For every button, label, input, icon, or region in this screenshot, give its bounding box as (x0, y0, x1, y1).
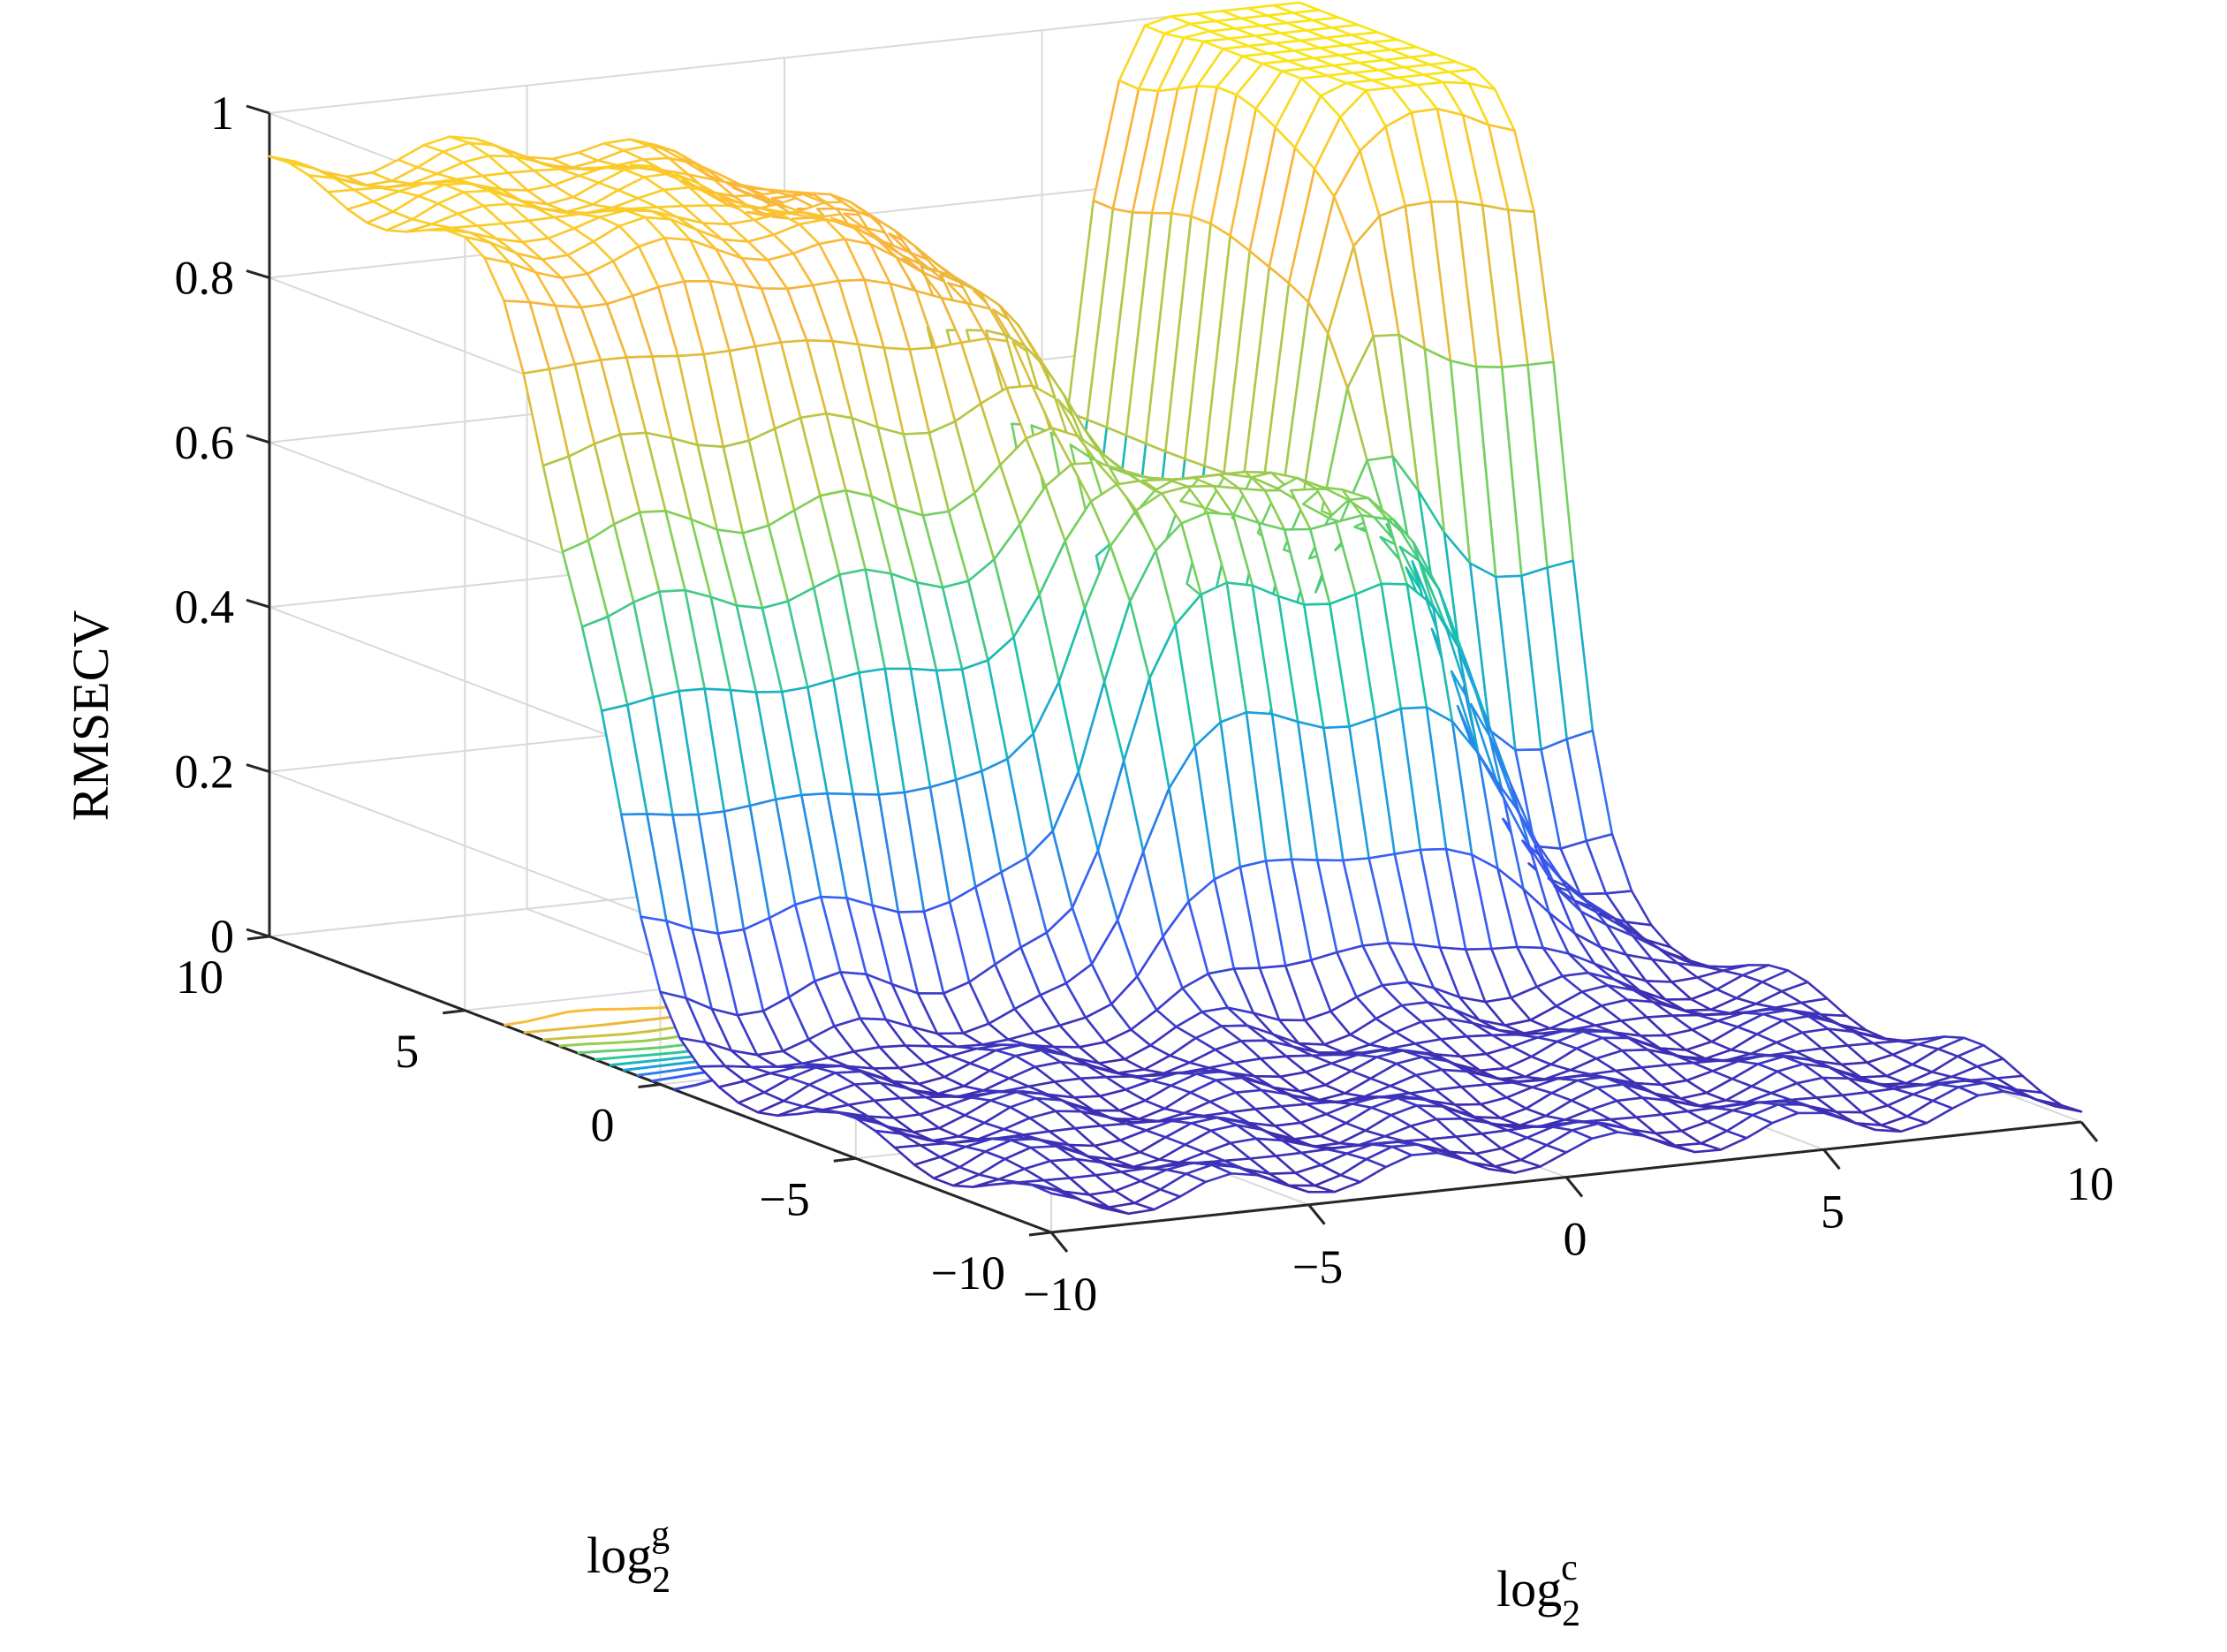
z-tick-label-4: 0.8 (175, 251, 235, 304)
z-tick-0 (246, 928, 270, 938)
x-tick-3 (1822, 1148, 1841, 1171)
z-axis-label: RMSECV (62, 610, 119, 822)
x-axis-label-subscript: 2 (1562, 1594, 1580, 1634)
z-tick-label-2: 0.4 (175, 580, 235, 633)
surface-cell (2034, 1098, 2083, 1113)
y-tick-3 (443, 1009, 466, 1015)
y-tick-2 (638, 1083, 661, 1088)
x-tick-2 (1564, 1176, 1584, 1198)
axes (246, 104, 2099, 1253)
x-axis-label-base: log (1496, 1560, 1562, 1618)
surface-mesh (268, 1, 2083, 1216)
y-tick-label-3: 5 (395, 1025, 419, 1078)
z-tick-label-0: 0 (210, 910, 234, 963)
z-tick-2 (246, 598, 270, 609)
z-tick-label-1: 0.2 (175, 746, 235, 799)
z-tick-5 (246, 104, 270, 115)
z-tick-label-5: 1 (210, 87, 234, 140)
y-tick-label-1: −5 (759, 1172, 809, 1225)
z-tick-3 (246, 434, 270, 444)
x-tick-label-3: 5 (1821, 1185, 1844, 1238)
x-tick-0 (1049, 1231, 1069, 1253)
x-axis-label: log2 c (1496, 1548, 1580, 1634)
y-tick-0 (1028, 1231, 1052, 1237)
x-tick-label-2: 0 (1564, 1213, 1587, 1266)
x-tick-4 (2079, 1121, 2099, 1142)
y-tick-label-0: −10 (931, 1247, 1005, 1300)
y-axis-label-base: log (587, 1527, 652, 1584)
z-tick-1 (246, 763, 270, 774)
y-tick-label-2: 0 (591, 1099, 615, 1152)
y-tick-1 (833, 1156, 856, 1163)
y-tick-4 (246, 935, 270, 941)
z-tick-label-3: 0.6 (175, 416, 235, 469)
x-tick-1 (1307, 1203, 1326, 1225)
y-axis-label: log2 g (587, 1514, 670, 1601)
y-axis-label-subscript: 2 (652, 1560, 670, 1601)
x-axis-label-superscript: c (1561, 1548, 1578, 1588)
z-tick-4 (246, 269, 270, 279)
x-tick-label-0: −10 (1023, 1268, 1097, 1321)
x-tick-label-1: −5 (1292, 1240, 1343, 1293)
y-tick-label-4: 10 (176, 951, 223, 1004)
x-tick-label-4: 10 (2066, 1157, 2114, 1210)
y-axis-label-superscript: g (651, 1514, 670, 1555)
